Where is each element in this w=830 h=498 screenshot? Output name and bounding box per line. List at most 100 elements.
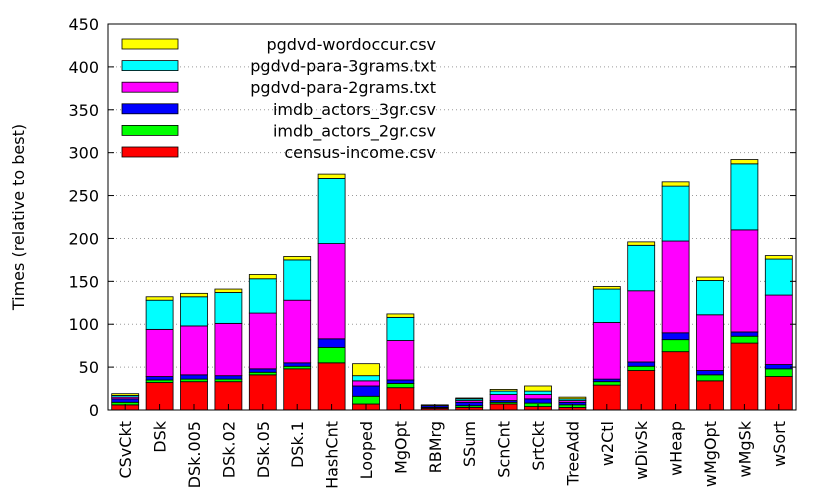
- y-tick-label: 0: [89, 401, 99, 420]
- x-tick-label: HashCnt: [323, 421, 342, 489]
- y-tick-label: 100: [68, 315, 99, 334]
- bar-segment: [248, 278, 277, 314]
- bar-segment: [489, 390, 518, 395]
- bar-segment: [489, 394, 518, 401]
- x-axis-ticks: CSvCkt DSk DSk.005 DSk.02 DSk.05 DSk.1 HashCnt…: [116, 404, 789, 489]
- bar-segment: [764, 294, 793, 365]
- bar-segment: [386, 313, 415, 318]
- bar-segment: [248, 274, 277, 280]
- x-tick-label: RBMrg: [426, 421, 445, 473]
- bar-segment: [661, 185, 690, 242]
- bar-segment: [317, 177, 346, 244]
- x-tick-label: DSk.005: [185, 421, 204, 488]
- legend-swatch: [121, 60, 179, 71]
- y-tick-label: 400: [68, 58, 99, 77]
- y-tick-label: 50: [79, 358, 99, 377]
- bar-segment: [111, 398, 140, 403]
- bar-segment: [317, 338, 346, 348]
- bar-segment: [489, 389, 518, 392]
- bar-segment: [317, 243, 346, 340]
- bar-segment: [180, 325, 208, 376]
- x-tick-label: TreeAdd: [563, 421, 582, 486]
- bar-segment: [661, 339, 690, 353]
- y-tick-label: 450: [68, 15, 99, 34]
- legend-swatch: [121, 38, 179, 50]
- grid-lines: [108, 66, 796, 368]
- y-axis-label: Times (relative to best): [9, 124, 28, 311]
- bar-segment: [696, 374, 724, 382]
- bar-segment: [180, 374, 208, 380]
- bar-segment: [764, 368, 793, 377]
- x-tick-label: DSk: [151, 420, 170, 452]
- legend-label: census-income.csv: [284, 143, 436, 162]
- bar-segment: [283, 299, 312, 364]
- x-tick-label: Looped: [357, 421, 376, 479]
- bar-segment: [317, 362, 346, 411]
- bar-segment: [524, 394, 552, 400]
- bar-segment: [283, 259, 312, 301]
- bar-segment: [764, 364, 793, 370]
- legend-swatch: [121, 146, 179, 158]
- bar-segment: [352, 380, 380, 387]
- bar-segment: [386, 340, 415, 381]
- bar-segment: [352, 385, 380, 397]
- bar-segment: [317, 173, 346, 179]
- x-tick-label: wSort: [770, 421, 789, 467]
- bar-segment: [730, 342, 759, 411]
- y-axis-ticks: 0 50 100 150 200 250 300 350 400 450: [68, 15, 796, 420]
- bar-segment: [180, 292, 208, 298]
- bar-segment: [386, 379, 415, 384]
- bar-segment: [352, 375, 380, 382]
- bar-segment: [248, 368, 277, 373]
- bar-segment: [696, 370, 724, 376]
- bar-segment: [764, 255, 793, 260]
- x-tick-label: wHeap: [667, 421, 686, 476]
- x-tick-label: wMgOpt: [701, 421, 720, 487]
- bar-segment: [730, 335, 759, 344]
- legend-label: imdb_actors_3gr.csv: [273, 100, 436, 120]
- legend-label: pgdvd-wordoccur.csv: [266, 35, 436, 54]
- bar-segment: [283, 368, 312, 411]
- bar-segment: [627, 365, 656, 371]
- bar-segment: [661, 332, 690, 341]
- y-tick-label: 250: [68, 187, 99, 206]
- bar-segment: [524, 385, 552, 392]
- x-tick-label: SrtCkt: [529, 421, 548, 471]
- x-tick-label: DSk.1: [288, 421, 307, 468]
- y-tick-label: 150: [68, 272, 99, 291]
- bar-segment: [283, 362, 312, 367]
- bar-segment: [145, 376, 174, 381]
- bar-segment: [386, 316, 415, 341]
- bar-segment: [627, 361, 656, 367]
- bar-segment: [283, 256, 312, 261]
- bar-segment: [627, 290, 656, 363]
- bar-segment: [111, 393, 140, 396]
- plot-frame: [107, 23, 797, 411]
- bar-segment: [214, 375, 243, 380]
- bar-segment: [386, 383, 415, 389]
- x-tick-label: ScnCnt: [495, 421, 514, 478]
- bars: [111, 159, 793, 411]
- x-tick-label: w2Ctl: [598, 421, 617, 466]
- y-tick-label: 200: [68, 229, 99, 248]
- bar-segment: [248, 312, 277, 370]
- bar-segment: [455, 397, 484, 400]
- legend-label: pgdvd-para-3grams.txt: [250, 57, 436, 76]
- bar-segment: [558, 396, 587, 400]
- bar-segment: [145, 328, 174, 377]
- bar-segment: [696, 276, 724, 281]
- bar-segment: [730, 163, 759, 231]
- bar-segment: [592, 288, 621, 323]
- bar-segment: [352, 395, 380, 405]
- bar-segment: [627, 241, 656, 246]
- bar-segment: [730, 229, 759, 333]
- bar-segment: [214, 292, 243, 324]
- y-tick-label: 350: [68, 101, 99, 120]
- x-tick-label: wDivSk: [632, 420, 651, 479]
- legend-label: imdb_actors_2gr.csv: [273, 121, 436, 141]
- bar-segment: [145, 299, 174, 330]
- bar-segment: [352, 363, 380, 377]
- x-tick-label: wMgSk: [735, 420, 754, 477]
- x-tick-label: DSk.05: [254, 421, 273, 478]
